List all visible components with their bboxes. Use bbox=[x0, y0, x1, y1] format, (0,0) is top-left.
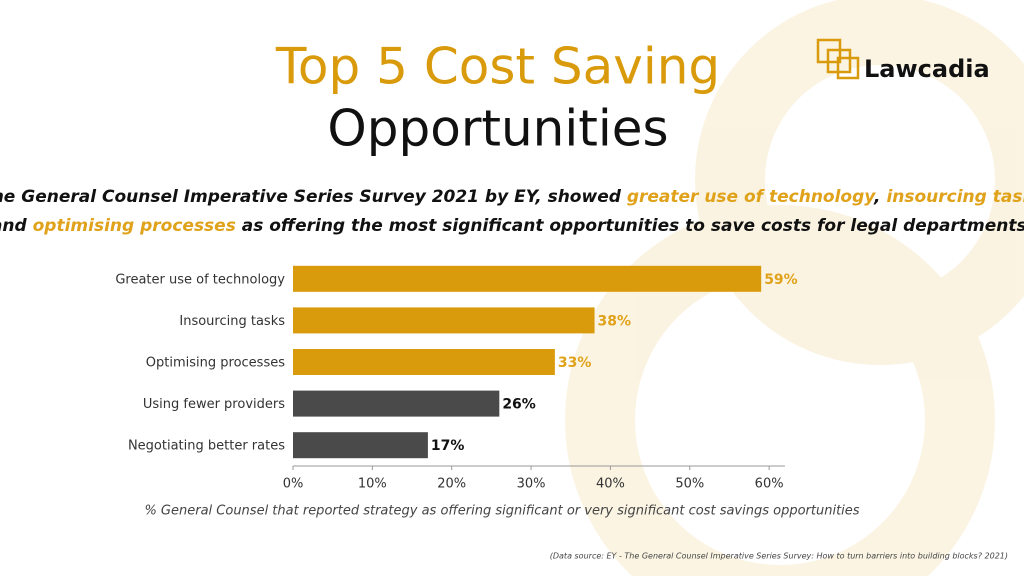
subtitle-line: The General Counsel Imperative Series Su… bbox=[0, 187, 1024, 207]
source-note: (Data source: EY - The General Counsel I… bbox=[550, 552, 1008, 561]
y-tick-label: Insourcing tasks bbox=[179, 314, 285, 329]
subtitle-text: The General Counsel Imperative Series Su… bbox=[0, 187, 627, 207]
x-tick-label: 20% bbox=[437, 477, 466, 492]
x-tick-label: 0% bbox=[283, 477, 304, 492]
x-tick-label: 10% bbox=[358, 477, 387, 492]
bar bbox=[293, 307, 595, 334]
y-tick-label: Negotiating better rates bbox=[128, 439, 285, 454]
bar bbox=[293, 265, 762, 292]
decoration bbox=[565, 0, 1024, 576]
bar bbox=[293, 432, 428, 459]
y-tick-label: Optimising processes bbox=[146, 356, 285, 371]
title-line: Top 5 Cost Saving bbox=[275, 38, 720, 96]
x-tick-label: 30% bbox=[517, 477, 546, 492]
x-tick-label: 60% bbox=[755, 477, 784, 492]
x-tick-label: 50% bbox=[675, 477, 704, 492]
logo: Lawcadia bbox=[816, 38, 990, 83]
logo-text: Lawcadia bbox=[864, 55, 990, 83]
x-tick-label: 40% bbox=[596, 477, 625, 492]
subtitle-text: , bbox=[873, 187, 886, 207]
bar bbox=[293, 390, 500, 417]
title-line: Opportunities bbox=[327, 100, 668, 158]
bar bbox=[293, 349, 555, 375]
logo-icon bbox=[836, 56, 860, 80]
subtitle-text: as offering the most significant opportu… bbox=[236, 216, 1024, 236]
subtitle-highlight: insourcing tasks bbox=[886, 187, 1024, 207]
x-axis-label: % General Counsel that reported strategy… bbox=[144, 504, 859, 519]
value-label: 17% bbox=[431, 438, 465, 454]
subtitle-line: and optimising processes as offering the… bbox=[0, 216, 1024, 236]
y-tick-label: Using fewer providers bbox=[143, 397, 285, 412]
value-label: 26% bbox=[502, 397, 536, 413]
subtitle-highlight: greater use of technology bbox=[627, 187, 876, 207]
y-tick-label: Greater use of technology bbox=[115, 272, 285, 287]
subtitle-highlight: optimising processes bbox=[33, 216, 236, 236]
value-label: 38% bbox=[598, 313, 632, 329]
subtitle-text: and bbox=[0, 216, 33, 236]
value-label: 33% bbox=[558, 355, 592, 371]
value-label: 59% bbox=[764, 272, 798, 288]
